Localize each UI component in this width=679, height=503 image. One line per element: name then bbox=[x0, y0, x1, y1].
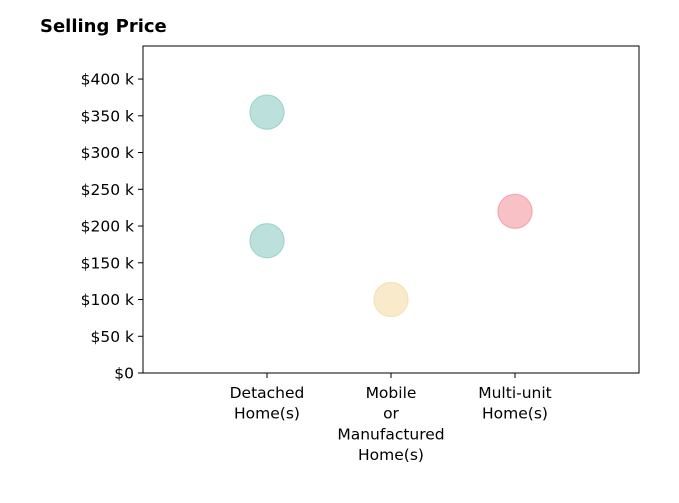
y-tick-label: $0 bbox=[114, 365, 134, 383]
y-tick-label: $200 k bbox=[81, 218, 134, 236]
x-tick-label: Multi-unit Home(s) bbox=[478, 384, 552, 423]
y-tick-label: $300 k bbox=[81, 144, 134, 162]
x-tick-label-line: Manufactured bbox=[337, 425, 444, 443]
y-tick-label: $100 k bbox=[81, 291, 134, 309]
x-tick-label: Detached Home(s) bbox=[230, 384, 305, 423]
data-points bbox=[249, 94, 533, 318]
plot-border bbox=[142, 45, 640, 374]
plot-frame bbox=[142, 45, 640, 374]
y-tick-label: $150 k bbox=[81, 254, 134, 272]
x-axis: Detached Home(s) Mobile or Manufactured Home(… bbox=[230, 373, 552, 464]
chart-title: Selling Price bbox=[40, 16, 167, 37]
y-tick-label: $400 k bbox=[81, 71, 134, 89]
x-tick-label-line: Home(s) bbox=[482, 405, 548, 423]
y-axis: $0 $50 k $100 k $150 k $200 k $250 k $300 k $35… bbox=[81, 71, 143, 383]
x-tick-label-line: Mobile bbox=[366, 384, 417, 402]
y-tick-label: $350 k bbox=[81, 107, 134, 125]
x-tick-label-line: Home(s) bbox=[358, 446, 424, 464]
data-point bbox=[373, 281, 409, 318]
x-tick-label-line: Home(s) bbox=[234, 405, 300, 423]
data-point bbox=[249, 94, 285, 130]
data-point bbox=[497, 193, 533, 229]
x-tick-label-line: or bbox=[383, 405, 399, 423]
y-tick-label: $250 k bbox=[81, 181, 134, 199]
x-tick-label-line: Detached bbox=[230, 384, 305, 402]
x-tick-label: Mobile or Manufactured Home(s) bbox=[337, 384, 444, 464]
x-tick-label-line: Multi-unit bbox=[478, 384, 552, 402]
y-tick-label: $50 k bbox=[91, 328, 135, 346]
data-point bbox=[249, 223, 285, 259]
